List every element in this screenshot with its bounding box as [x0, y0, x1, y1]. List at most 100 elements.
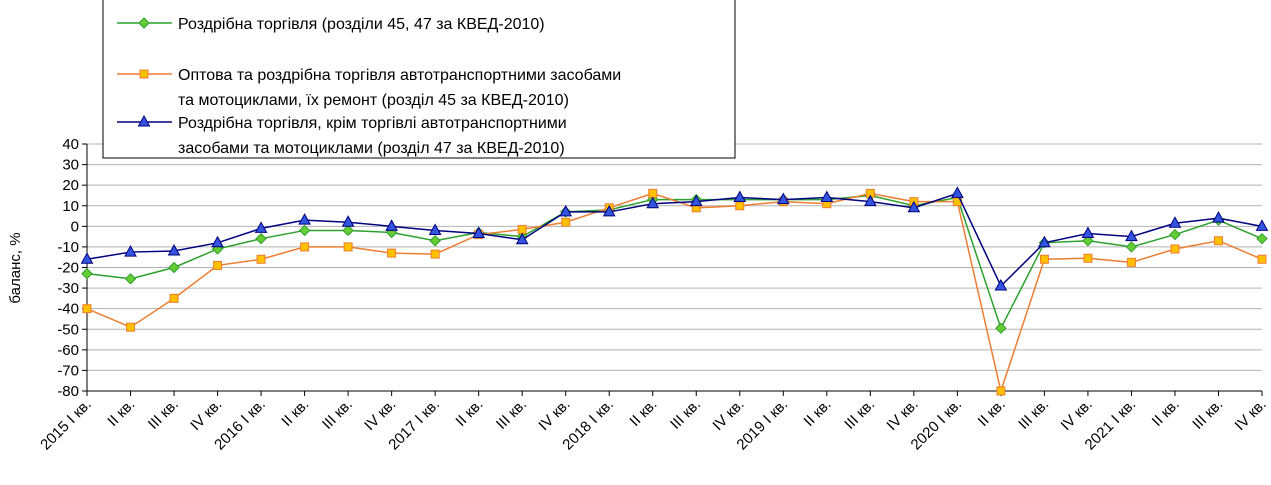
data-point: [517, 224, 527, 234]
data-point: [559, 204, 573, 217]
y-tick-label: -80: [57, 383, 79, 400]
legend-entry-2: Оптова та роздрібна торгівля автотранспо…: [117, 67, 621, 109]
data-point: [1082, 235, 1094, 247]
data-point: [385, 219, 398, 231]
x-tick-label: II кв.: [104, 396, 138, 430]
data-point: [343, 242, 353, 252]
x-tick-label: IV кв.: [361, 396, 399, 434]
y-tick-label: -40: [57, 301, 79, 318]
y-axis-label: баланс, %: [7, 232, 24, 303]
data-point: [213, 260, 223, 270]
y-tick-label: 0: [71, 218, 79, 235]
data-point: [515, 232, 529, 245]
x-tick-label: IV кв.: [1232, 396, 1270, 434]
data-point: [82, 304, 92, 314]
x-tick-label: III кв.: [1015, 396, 1052, 433]
gridlines: [87, 143, 1262, 392]
legend-label: засобами та мотоциклами (розділ 47 за КВ…: [178, 140, 565, 157]
x-tick-label: III кв.: [145, 396, 182, 433]
x-tick-label: II кв.: [801, 396, 835, 430]
legend-label: Роздрібна торгівля (розділи 45, 47 за КВ…: [178, 16, 545, 33]
x-tick-label: II кв.: [278, 396, 312, 430]
legend-entry-3: Роздрібна торгівля, крім торгівлі автотр…: [117, 114, 567, 157]
data-point: [211, 235, 224, 248]
data-point: [646, 196, 660, 209]
legend-box: [102, 0, 736, 159]
data-point: [428, 223, 442, 235]
data-point: [169, 293, 179, 303]
series-2: [82, 188, 1267, 396]
data-point: [1213, 236, 1223, 246]
x-tick-label: II кв.: [452, 396, 486, 430]
data-point: [300, 242, 310, 252]
data-point: [298, 224, 311, 237]
data-point: [602, 204, 616, 217]
series-layer: [80, 186, 1269, 396]
y-tick-label: -70: [57, 362, 79, 379]
data-point: [1255, 219, 1269, 231]
x-tick-label: IV кв.: [187, 396, 225, 434]
data-point: [561, 217, 571, 227]
data-point: [1038, 235, 1051, 248]
data-point: [81, 267, 93, 280]
data-point: [648, 188, 658, 198]
data-point: [1170, 244, 1180, 254]
data-point: [1081, 226, 1095, 239]
data-point: [1126, 257, 1136, 267]
y-tick-label: -30: [57, 280, 79, 297]
data-point: [995, 322, 1007, 334]
x-tick-label: III кв.: [841, 396, 878, 433]
data-point: [820, 190, 834, 203]
y-tick-label: 10: [62, 198, 79, 215]
x-tick-label: III кв.: [319, 396, 356, 433]
data-point: [124, 245, 137, 257]
data-point: [1039, 254, 1049, 264]
y-tick-label: 30: [62, 157, 79, 174]
data-point: [1168, 216, 1182, 228]
y-tick-label: -20: [57, 260, 79, 277]
data-point: [472, 226, 486, 239]
series-line: [86, 192, 1263, 394]
data-point: [124, 273, 137, 285]
x-tick-label: 2015 I кв.: [37, 396, 95, 454]
data-point: [255, 232, 267, 245]
legend-label: Роздрібна торгівля, крім торгівлі автотр…: [178, 115, 567, 132]
data-point: [429, 235, 441, 247]
data-point: [387, 248, 397, 258]
x-tick-label: IV кв.: [883, 396, 921, 434]
data-point: [689, 194, 703, 207]
data-point: [256, 254, 266, 264]
data-point: [167, 243, 181, 256]
x-tick-label: II кв.: [1149, 396, 1183, 430]
legend-entry-1: Роздрібна торгівля (розділи 45, 47 за КВ…: [117, 16, 545, 33]
x-tick-label: II кв.: [975, 396, 1009, 430]
data-point: [430, 249, 440, 259]
x-tick-label: III кв.: [493, 396, 530, 433]
data-point: [733, 190, 747, 203]
y-tick-label: -10: [57, 239, 79, 256]
legend-label: та мотоциклами, їх ремонт (розділ 45 за …: [178, 92, 569, 109]
y-tick-label: 20: [62, 177, 79, 194]
x-tick-label: III кв.: [667, 396, 704, 433]
y-tick-label: 40: [62, 136, 79, 153]
legend-marker: [137, 114, 151, 127]
data-point: [1212, 211, 1225, 223]
data-point: [1125, 229, 1138, 242]
data-point: [298, 213, 311, 225]
series-line: [86, 194, 1263, 331]
data-point: [254, 221, 268, 233]
data-point: [1256, 232, 1268, 245]
y-tick-label: -60: [57, 342, 79, 359]
data-point: [735, 201, 745, 211]
data-point: [996, 386, 1006, 396]
legend-marker: [138, 17, 150, 29]
data-point: [1125, 241, 1138, 253]
y-tick-label: -50: [57, 321, 79, 338]
data-point: [341, 215, 355, 227]
x-tick-label: IV кв.: [535, 396, 573, 434]
data-point: [1257, 254, 1267, 264]
data-point: [1169, 228, 1181, 241]
data-point: [776, 192, 790, 205]
